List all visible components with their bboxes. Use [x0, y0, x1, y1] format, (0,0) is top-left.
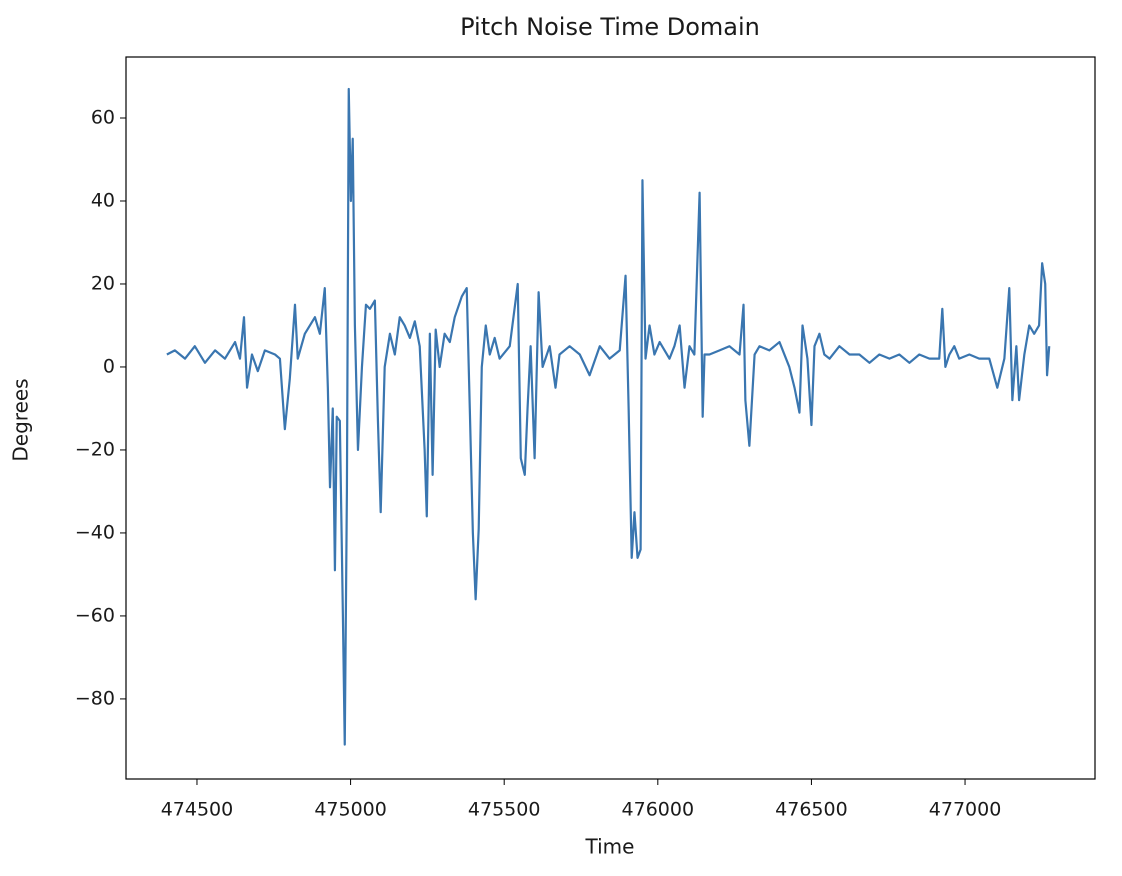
- y-tick-label: −20: [75, 438, 115, 460]
- y-tick-label: 0: [103, 355, 115, 377]
- x-tick-label: 477000: [929, 799, 1002, 821]
- x-tick-label: 476500: [775, 799, 848, 821]
- x-tick-label: 476000: [622, 799, 695, 821]
- y-tick-label: −40: [75, 521, 115, 543]
- y-axis-label: Degrees: [9, 378, 33, 461]
- x-tick-label: 474500: [161, 799, 234, 821]
- y-tick-label: 40: [91, 189, 115, 211]
- y-tick-label: 60: [91, 106, 115, 128]
- y-tick-label: −80: [75, 687, 115, 709]
- chart-title: Pitch Noise Time Domain: [460, 13, 760, 41]
- y-tick-label: −60: [75, 604, 115, 626]
- x-axis-label: Time: [585, 835, 635, 859]
- x-tick-label: 475500: [468, 799, 541, 821]
- plot-frame: [125, 56, 1096, 780]
- data-line: [166, 87, 1051, 746]
- y-tick-label: 20: [91, 272, 115, 294]
- x-tick-label: 475000: [314, 799, 387, 821]
